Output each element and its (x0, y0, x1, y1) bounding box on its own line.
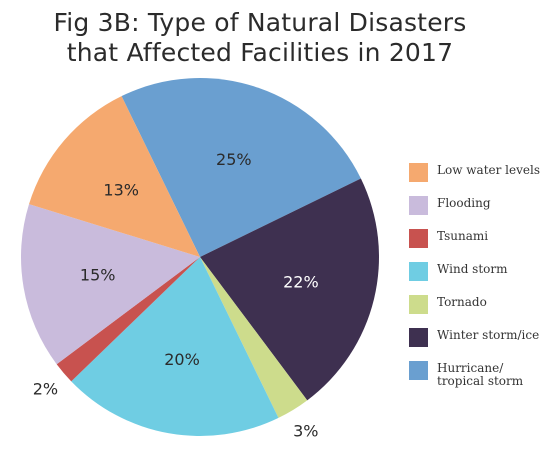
legend-label: Low water levels (437, 163, 540, 177)
pie-slice-winter-storm-ice (200, 178, 379, 401)
legend-item-low-water-levels: Low water levels (409, 160, 541, 193)
legend-label: Hurricane/ tropical storm (437, 361, 524, 388)
slice-label-flooding: 15% (80, 266, 116, 285)
pie-slice-low-water-levels (29, 96, 201, 258)
legend-swatch (409, 163, 428, 182)
chart-title-line-1: Fig 3B: Type of Natural Disasters (53, 8, 467, 37)
pie-slice-tornado (200, 257, 308, 418)
legend-item-flooding: Flooding (409, 193, 541, 226)
legend-swatch (409, 229, 428, 248)
slice-label-wind-storm: 20% (164, 350, 200, 369)
legend-label: Tornado (437, 295, 487, 309)
legend-swatch (409, 196, 428, 215)
legend-label: Tsunami (437, 229, 489, 243)
slice-label-low-water-levels: 13% (103, 180, 139, 199)
pie-slice-tsunami (56, 257, 200, 382)
legend-item-tsunami: Tsunami (409, 226, 541, 259)
legend-item-hurricane-tropical-storm: Hurricane/ tropical storm (409, 358, 541, 396)
pie-slice-hurricane-tropical-storm (121, 78, 361, 258)
legend-label: Wind storm (437, 262, 508, 276)
legend-label: Flooding (437, 196, 491, 210)
legend-item-tornado: Tornado (409, 292, 541, 325)
pie-slice-flooding (21, 204, 200, 365)
pie-slice-wind-storm (71, 257, 279, 436)
legend-item-winter-storm-ice: Winter storm/ice (409, 325, 541, 358)
legend-swatch (409, 361, 428, 380)
slice-label-hurricane-tropical-storm: 25% (216, 150, 252, 169)
legend-swatch (409, 262, 428, 281)
legend: Low water levels Flooding Tsunami Wind s… (409, 160, 541, 396)
slice-label-winter-storm-ice: 22% (283, 272, 319, 291)
chart-title: Fig 3B: Type of Natural Disasters that A… (0, 8, 520, 68)
slice-label-tsunami: 2% (33, 380, 58, 399)
legend-item-wind-storm: Wind storm (409, 259, 541, 292)
chart-title-line-2: that Affected Facilities in 2017 (66, 38, 454, 67)
slice-label-tornado: 3% (293, 421, 318, 440)
legend-label: Winter storm/ice (437, 328, 540, 342)
legend-swatch (409, 295, 428, 314)
legend-swatch (409, 328, 428, 347)
